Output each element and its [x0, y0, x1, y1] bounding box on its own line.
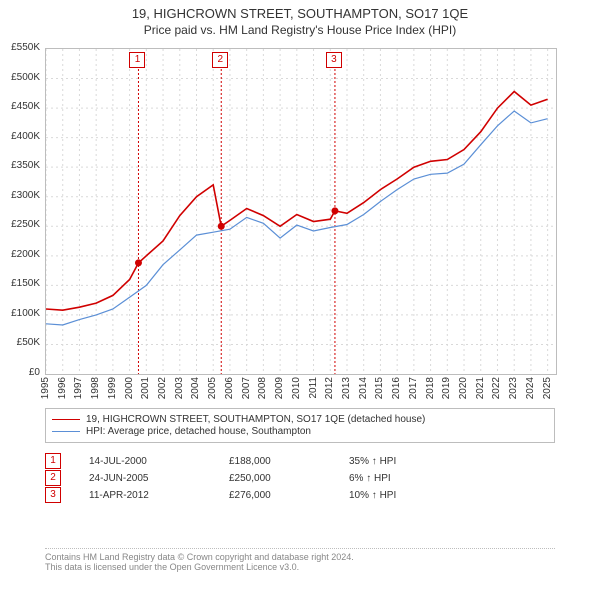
- legend-item: 19, HIGHCROWN STREET, SOUTHAMPTON, SO17 …: [52, 414, 548, 425]
- footer-notice: Contains HM Land Registry data © Crown c…: [45, 548, 555, 572]
- sale-price: £276,000: [229, 490, 349, 501]
- x-axis-label: 2006: [224, 377, 235, 399]
- sale-row-marker: 3: [45, 487, 61, 503]
- y-axis-label: £0: [4, 367, 40, 378]
- sales-table: 1 14-JUL-2000£188,00035% ↑ HPI 2 24-JUN-200…: [45, 452, 469, 504]
- x-axis-label: 2021: [475, 377, 486, 399]
- x-axis-label: 2014: [358, 377, 369, 399]
- chart-container: { "title_line1": "19, HIGHCROWN STREET, …: [0, 0, 600, 590]
- x-axis-label: 2004: [190, 377, 201, 399]
- x-axis-label: 2012: [324, 377, 335, 399]
- legend-box: 19, HIGHCROWN STREET, SOUTHAMPTON, SO17 …: [45, 408, 555, 443]
- sale-price: £188,000: [229, 456, 349, 467]
- x-axis-label: 1997: [73, 377, 84, 399]
- footer-line-2: This data is licensed under the Open Gov…: [45, 562, 555, 572]
- x-axis-label: 1996: [57, 377, 68, 399]
- y-axis-label: £50K: [4, 337, 40, 348]
- x-axis-label: 2015: [374, 377, 385, 399]
- legend-swatch: [52, 431, 80, 432]
- x-axis-label: 2024: [525, 377, 536, 399]
- x-axis-label: 2017: [408, 377, 419, 399]
- y-axis-label: £550K: [4, 42, 40, 53]
- x-axis-label: 2016: [391, 377, 402, 399]
- x-axis-label: 2013: [341, 377, 352, 399]
- legend-item: HPI: Average price, detached house, Sout…: [52, 426, 548, 437]
- x-axis-label: 2000: [124, 377, 135, 399]
- sale-row: 3 11-APR-2012£276,00010% ↑ HPI: [45, 487, 469, 503]
- y-axis-label: £100K: [4, 308, 40, 319]
- sale-row-marker: 2: [45, 470, 61, 486]
- y-axis-label: £250K: [4, 219, 40, 230]
- footer-line-1: Contains HM Land Registry data © Crown c…: [45, 552, 555, 562]
- x-axis-label: 2001: [140, 377, 151, 399]
- x-axis-label: 1999: [107, 377, 118, 399]
- legend-label: 19, HIGHCROWN STREET, SOUTHAMPTON, SO17 …: [86, 414, 425, 425]
- y-axis-label: £350K: [4, 160, 40, 171]
- chart-titles: 19, HIGHCROWN STREET, SOUTHAMPTON, SO17 …: [0, 0, 600, 37]
- x-axis-label: 2002: [157, 377, 168, 399]
- sale-price: £250,000: [229, 473, 349, 484]
- y-axis-label: £200K: [4, 249, 40, 260]
- sale-dot: [135, 259, 142, 266]
- y-axis-label: £450K: [4, 101, 40, 112]
- x-axis-label: 2008: [257, 377, 268, 399]
- sale-marker-2: 2: [212, 52, 228, 68]
- sale-date: 24-JUN-2005: [89, 473, 229, 484]
- series-hpi: [46, 111, 548, 325]
- sale-marker-1: 1: [129, 52, 145, 68]
- sale-row-marker: 1: [45, 453, 61, 469]
- y-axis-label: £500K: [4, 72, 40, 83]
- sale-dot: [218, 223, 225, 230]
- title-line-2: Price paid vs. HM Land Registry's House …: [0, 23, 600, 37]
- x-axis-label: 2003: [174, 377, 185, 399]
- y-axis-label: £400K: [4, 131, 40, 142]
- sale-marker-3: 3: [326, 52, 342, 68]
- x-axis-label: 2009: [274, 377, 285, 399]
- x-axis-label: 1995: [40, 377, 51, 399]
- title-line-1: 19, HIGHCROWN STREET, SOUTHAMPTON, SO17 …: [0, 6, 600, 21]
- x-axis-label: 2025: [542, 377, 553, 399]
- y-axis-label: £300K: [4, 190, 40, 201]
- x-axis-label: 2010: [291, 377, 302, 399]
- x-axis-label: 1998: [90, 377, 101, 399]
- x-axis-label: 2011: [308, 377, 319, 399]
- x-axis-label: 2005: [207, 377, 218, 399]
- x-axis-label: 2019: [441, 377, 452, 399]
- y-axis-label: £150K: [4, 278, 40, 289]
- plot-area: [45, 48, 557, 375]
- sale-row: 2 24-JUN-2005£250,0006% ↑ HPI: [45, 470, 469, 486]
- sale-pct: 10% ↑ HPI: [349, 490, 469, 501]
- sale-pct: 35% ↑ HPI: [349, 456, 469, 467]
- x-axis-label: 2007: [241, 377, 252, 399]
- sale-row: 1 14-JUL-2000£188,00035% ↑ HPI: [45, 453, 469, 469]
- legend-swatch: [52, 419, 80, 420]
- sale-pct: 6% ↑ HPI: [349, 473, 469, 484]
- legend-label: HPI: Average price, detached house, Sout…: [86, 426, 311, 437]
- x-axis-label: 2018: [425, 377, 436, 399]
- sale-dot: [331, 207, 338, 214]
- x-axis-label: 2022: [491, 377, 502, 399]
- x-axis-label: 2023: [508, 377, 519, 399]
- sale-date: 11-APR-2012: [89, 490, 229, 501]
- x-axis-label: 2020: [458, 377, 469, 399]
- plot-svg: [46, 49, 556, 374]
- sale-date: 14-JUL-2000: [89, 456, 229, 467]
